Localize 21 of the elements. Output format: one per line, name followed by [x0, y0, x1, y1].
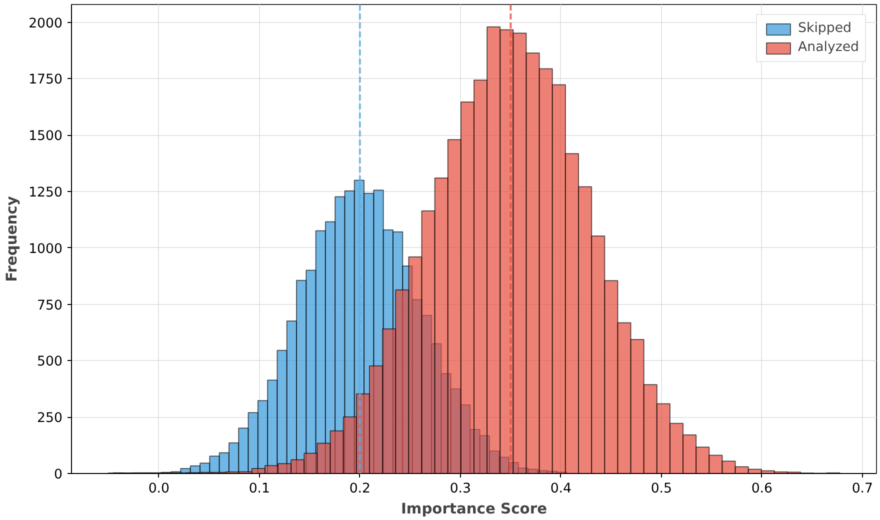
x-tick-label: 0.3: [450, 482, 472, 496]
y-tick-label: 1500: [28, 129, 63, 144]
x-tick-label: 0.5: [650, 482, 672, 496]
y-tick-label: 250: [37, 411, 63, 426]
y-tick-label: 750: [37, 298, 63, 314]
x-tick-label: 0.0: [148, 482, 170, 496]
y-tick-label: 0: [54, 468, 63, 482]
legend-label: Skipped: [798, 21, 852, 36]
x-tick-label: 0.1: [248, 482, 270, 496]
x-tick-label: 0.6: [751, 482, 773, 496]
y-tick-label: 500: [37, 354, 63, 370]
x-axis-title: Importance Score: [400, 500, 548, 518]
x-tick-label: 0.7: [852, 482, 874, 496]
y-axis-title: Frequency: [4, 196, 21, 282]
x-tick-label: 0.2: [349, 482, 371, 496]
x-tick-label: 0.4: [550, 482, 572, 496]
y-tick-label: 2000: [28, 16, 63, 32]
y-tick-label: 1250: [28, 186, 63, 201]
legend-label: Analyzed: [798, 40, 859, 55]
y-tick-label: 1000: [28, 242, 63, 257]
y-tick-label: 1750: [28, 72, 63, 88]
